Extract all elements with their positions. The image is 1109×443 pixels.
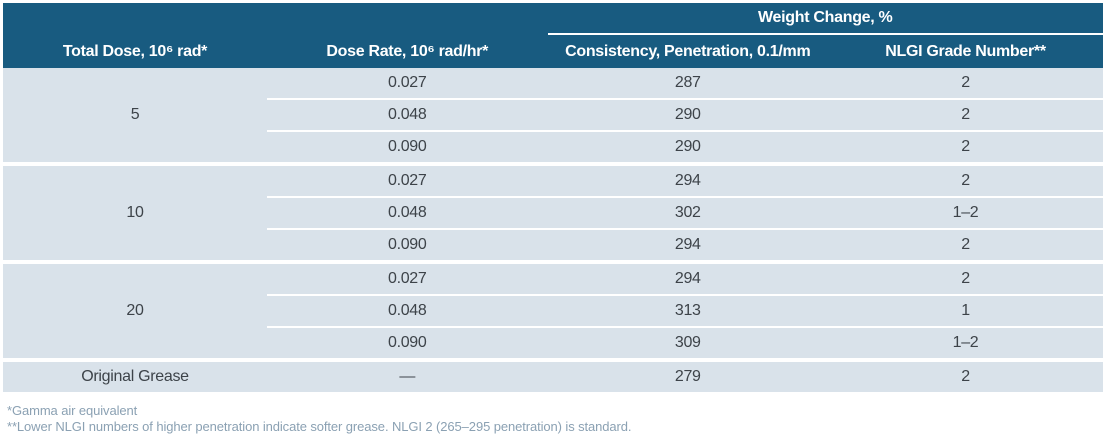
cell-dose-rate: 0.027 (267, 166, 548, 196)
cell-nlgi-grade: 1–2 (828, 328, 1103, 358)
cell-nlgi-grade: 2 (828, 230, 1103, 260)
header-span-spacer (3, 3, 548, 35)
footnote-gamma: *Gamma air equivalent (7, 403, 138, 418)
footnotes: *Gamma air equivalent **Lower NLGI numbe… (7, 403, 632, 435)
header-consistency-penetration: Consistency, Penetration, 0.1/mm (565, 42, 811, 60)
cell-dose-rate: 0.027 (267, 264, 548, 294)
cell-nlgi-grade: 2 (828, 264, 1103, 294)
cell-penetration: 294 (547, 264, 828, 294)
cell-penetration: 287 (547, 68, 828, 98)
table-header: Weight Change, % Total Dose, 10⁶ rad* Do… (3, 3, 1103, 68)
dose-group: 20 0.027 294 2 0.048 313 1 0.090 309 1–2 (3, 264, 1103, 358)
cell-nlgi-grade: 1–2 (828, 198, 1103, 228)
header-span-row: Weight Change, % (3, 3, 1103, 35)
table-body: 5 0.027 287 2 0.048 290 2 0.090 290 2 10 0.027 294 2 0… (3, 68, 1103, 392)
original-grease-row: Original Grease —279 2 (3, 362, 1103, 392)
cell-nlgi-grade: 2 (828, 68, 1103, 98)
dose-group: 10 0.027 294 2 0.048 302 1–2 0.090 294 2 (3, 166, 1103, 260)
cell-total-dose: 5 (3, 68, 267, 162)
cell-penetration: 302 (547, 198, 828, 228)
cell-dose-rate: 0.048 (267, 296, 548, 326)
cell-nlgi-grade: 2 (828, 132, 1103, 162)
header-total-dose: Total Dose, 10⁶ rad* (62, 42, 208, 60)
cell-sample-label: Original Grease (3, 362, 267, 392)
header-columns-row: Total Dose, 10⁶ rad* Dose Rate, 10⁶ rad/… (3, 35, 1103, 68)
cell-penetration: 294 (547, 166, 828, 196)
cell-total-dose: 20 (3, 264, 267, 358)
cell-dose-rate: 0.090 (267, 230, 548, 260)
header-weight-change: Weight Change, % (547, 3, 1103, 35)
cell-dose-rate: 0.048 (267, 100, 548, 130)
header-nlgi-grade: NLGI Grade Number** (885, 42, 1046, 60)
cell-nlgi-grade: 2 (828, 100, 1103, 130)
cell-penetration: 294 (547, 230, 828, 260)
cell-penetration: 290 (547, 100, 828, 130)
cell-penetration: 313 (547, 296, 828, 326)
cell-nlgi-grade: 1 (828, 296, 1103, 326)
footnote-nlgi: **Lower NLGI numbers of higher penetrati… (7, 419, 632, 434)
cell-dose-rate: 0.048 (267, 198, 548, 228)
cell-dose-rate: 0.027 (267, 68, 548, 98)
cell-dose-rate: 0.090 (267, 328, 548, 358)
cell-dose-rate: 0.090 (267, 132, 548, 162)
cell-dose-rate: — (267, 362, 548, 392)
grease-radiation-table: Weight Change, % Total Dose, 10⁶ rad* Do… (3, 3, 1103, 392)
cell-penetration: 309 (547, 328, 828, 358)
dose-group: 5 0.027 287 2 0.048 290 2 0.090 290 2 (3, 68, 1103, 162)
cell-total-dose: 10 (3, 166, 267, 260)
header-dose-rate: Dose Rate, 10⁶ rad/hr* (326, 42, 489, 60)
cell-penetration: 290 (547, 132, 828, 162)
cell-nlgi-grade: 2 (828, 166, 1103, 196)
cell-nlgi-grade: 2 (828, 362, 1103, 392)
cell-penetration: 279 (547, 362, 828, 392)
